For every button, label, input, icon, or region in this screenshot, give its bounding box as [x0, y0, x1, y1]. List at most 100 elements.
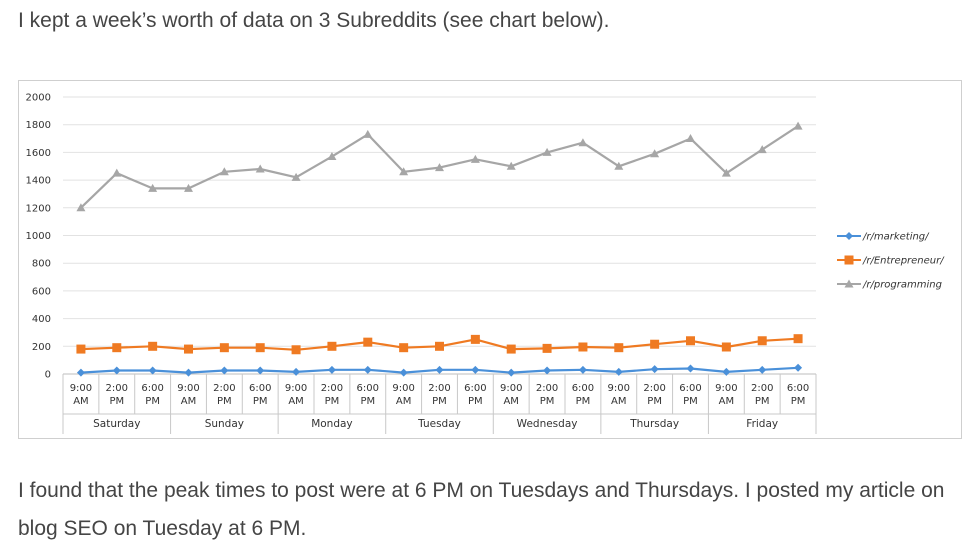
x-group-label: Wednesday [517, 418, 578, 430]
data-point-0 [543, 367, 551, 375]
data-point-0 [651, 365, 659, 373]
data-point-1 [220, 343, 229, 352]
x-tick-ampm: PM [253, 396, 268, 407]
y-tick-label: 1200 [26, 203, 51, 214]
data-point-0 [364, 366, 372, 374]
data-point-1 [363, 338, 372, 347]
x-group-label: Thursday [629, 418, 679, 430]
x-tick-time: 2:00 [213, 383, 235, 394]
y-tick-label: 1600 [26, 148, 51, 159]
legend-marker [845, 232, 853, 240]
data-point-2 [112, 169, 121, 177]
x-tick-ampm: AM [181, 396, 196, 407]
x-group-label: Friday [746, 418, 778, 430]
data-point-1 [471, 335, 480, 344]
data-point-1 [507, 345, 516, 354]
x-tick-time: 2:00 [321, 383, 343, 394]
legend-label: /r/marketing/ [862, 232, 930, 243]
conclusion-paragraph: I found that the peak times to post were… [18, 472, 968, 548]
y-tick-label: 400 [32, 314, 51, 325]
data-point-1 [758, 336, 767, 345]
subreddit-line-chart: 0 200 400 600 800 1000 1200 1400 1600 1800 2000 9:0… [18, 80, 962, 439]
data-point-0 [220, 367, 228, 375]
x-group-label: Tuesday [417, 418, 461, 430]
data-point-0 [507, 369, 515, 377]
x-tick-time: 9:00 [392, 383, 414, 394]
x-tick-ampm: AM [719, 396, 734, 407]
x-tick-time: 2:00 [106, 383, 128, 394]
data-point-0 [471, 366, 479, 374]
data-point-1 [327, 342, 336, 351]
x-tick-time: 6:00 [357, 383, 379, 394]
data-point-1 [184, 345, 193, 354]
x-tick-time: 2:00 [751, 383, 773, 394]
x-tick-time: 2:00 [428, 383, 450, 394]
data-point-0 [400, 369, 408, 377]
x-tick-ampm: PM [432, 396, 447, 407]
x-tick-ampm: PM [145, 396, 160, 407]
x-tick-ampm: PM [791, 396, 806, 407]
x-tick-time: 2:00 [643, 383, 665, 394]
x-tick-ampm: PM [755, 396, 770, 407]
x-group-label: Sunday [205, 418, 244, 430]
x-tick-ampm: AM [503, 396, 518, 407]
data-point-2 [794, 122, 803, 130]
data-point-1 [543, 344, 552, 353]
x-tick-ampm: PM [683, 396, 698, 407]
y-tick-label: 2000 [26, 93, 51, 104]
legend-marker [845, 256, 854, 265]
data-point-1 [76, 345, 85, 354]
x-tick-time: 6:00 [787, 383, 809, 394]
x-tick-ampm: AM [396, 396, 411, 407]
data-point-0 [436, 366, 444, 374]
data-point-0 [794, 364, 802, 372]
data-point-0 [256, 367, 264, 375]
data-point-1 [112, 343, 121, 352]
x-group-label: Saturday [93, 418, 140, 430]
data-point-1 [256, 343, 265, 352]
data-point-0 [687, 364, 695, 372]
x-tick-time: 9:00 [608, 383, 630, 394]
x-tick-time: 6:00 [141, 383, 163, 394]
x-tick-ampm: AM [73, 396, 88, 407]
intro-paragraph: I kept a week’s worth of data on 3 Subre… [18, 2, 609, 40]
x-tick-time: 6:00 [464, 383, 486, 394]
x-tick-ampm: AM [288, 396, 303, 407]
x-tick-time: 6:00 [249, 383, 271, 394]
y-tick-label: 200 [32, 342, 51, 353]
chart-svg: 02004006008001000120014001600180020009:0… [19, 81, 961, 438]
data-point-1 [722, 342, 731, 351]
legend-label: /r/Entrepreneur/ [862, 256, 945, 267]
data-point-0 [758, 366, 766, 374]
x-tick-time: 9:00 [285, 383, 307, 394]
x-tick-time: 9:00 [70, 383, 92, 394]
data-point-1 [794, 334, 803, 343]
data-point-0 [113, 367, 121, 375]
y-tick-label: 0 [45, 370, 51, 381]
data-point-2 [363, 130, 372, 138]
y-tick-label: 600 [32, 286, 51, 297]
data-point-0 [292, 368, 300, 376]
y-tick-label: 1400 [26, 176, 51, 187]
data-point-1 [614, 343, 623, 352]
x-tick-ampm: PM [468, 396, 483, 407]
x-tick-time: 6:00 [679, 383, 701, 394]
y-tick-label: 800 [32, 259, 51, 270]
data-point-0 [579, 366, 587, 374]
data-point-0 [185, 369, 193, 377]
y-tick-label: 1000 [26, 231, 51, 242]
x-tick-ampm: PM [576, 396, 591, 407]
data-point-0 [149, 367, 157, 375]
legend-label: /r/programming [862, 280, 942, 291]
data-point-1 [292, 345, 301, 354]
data-point-0 [615, 368, 623, 376]
x-tick-ampm: AM [611, 396, 626, 407]
data-point-0 [722, 368, 730, 376]
x-tick-time: 2:00 [536, 383, 558, 394]
data-point-0 [77, 369, 85, 377]
x-tick-time: 9:00 [715, 383, 737, 394]
data-point-1 [650, 340, 659, 349]
data-point-2 [327, 152, 336, 160]
data-point-1 [578, 342, 587, 351]
data-point-1 [435, 342, 444, 351]
